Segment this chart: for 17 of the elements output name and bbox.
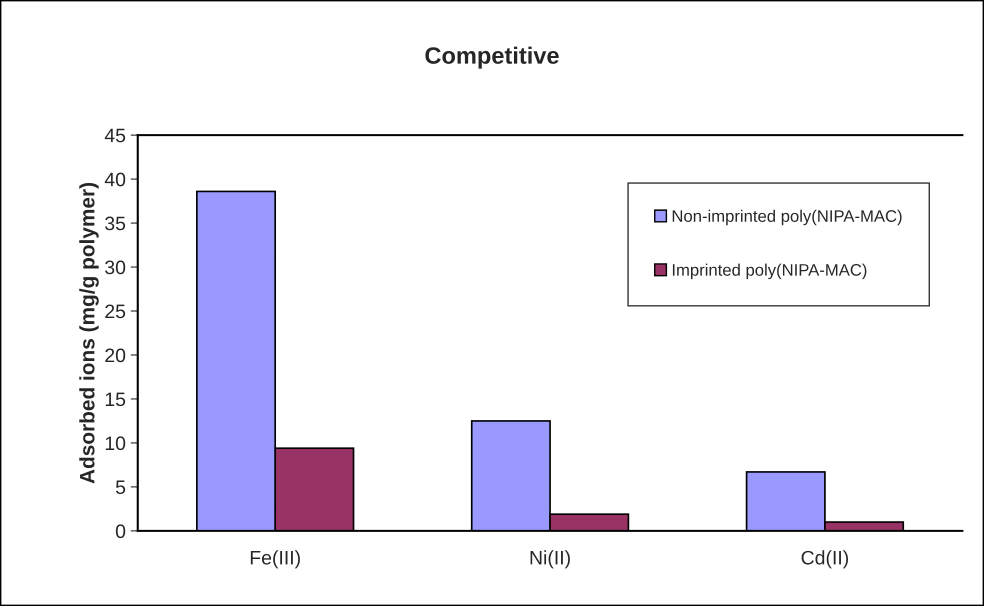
y-tick-label: 15 (106, 392, 126, 406)
y-tick-label: 25 (105, 304, 126, 318)
y-tick-label: 35 (105, 216, 126, 230)
chart-title: Competitive (425, 46, 559, 69)
y-tick-label: 10 (106, 436, 126, 450)
legend-label: Non-imprinted poly(NIPA-MAC) (672, 210, 902, 226)
y-tick-label: 40 (104, 172, 126, 186)
y-tick-label: 30 (105, 260, 126, 274)
y-tick-label: 45 (104, 128, 126, 142)
x-tick-label: Ni(II) (530, 550, 570, 568)
y-tick-label: 0 (116, 524, 126, 538)
y-tick-label: 5 (116, 480, 126, 494)
x-tick-label: Fe(III) (250, 550, 300, 568)
y-axis-title: Adsorbed ions (mg/g polymer) (79, 182, 99, 484)
y-tick-label: 20 (105, 348, 126, 362)
x-tick-label: Cd(II) (802, 550, 848, 568)
legend-label: Imprinted poly(NIPA-MAC) (672, 264, 866, 280)
